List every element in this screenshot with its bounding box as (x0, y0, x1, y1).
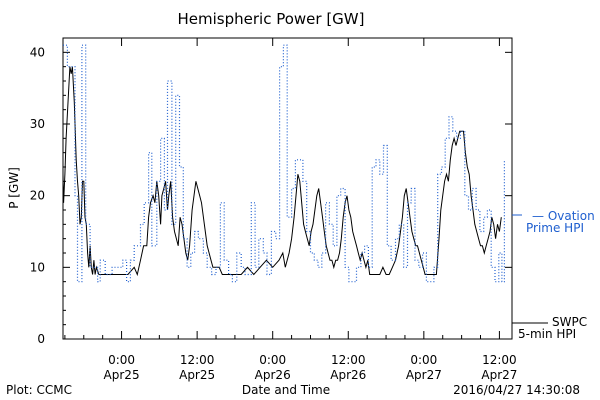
legend-ovation-line1: — Ovation (532, 209, 595, 223)
y-axis-label: P [GW] (7, 167, 21, 209)
y-tick-label: 40 (30, 45, 45, 59)
legend-swpc-line1: SWPC (552, 315, 587, 329)
y-tick-label: 20 (30, 189, 45, 203)
legend: — Ovation Prime HPI SWPC 5-min HPI (512, 209, 595, 341)
x-axis: 0:00Apr2512:00Apr250:00Apr2612:00Apr260:… (64, 38, 517, 382)
series-layer (62, 44, 505, 283)
x-tick-label-date: Apr27 (406, 368, 442, 382)
x-tick-label-date: Apr26 (255, 368, 291, 382)
series-swpc-5min-hpi (62, 66, 502, 277)
x-tick-label-date: Apr26 (330, 368, 366, 382)
x-tick-label-time: 0:00 (108, 353, 135, 367)
x-axis-label: Date and Time (242, 383, 330, 397)
y-tick-label: 0 (37, 332, 45, 346)
x-tick-label-date: Apr25 (179, 368, 215, 382)
y-tick-label: 10 (30, 260, 45, 274)
legend-swpc-line2: 5-min HPI (518, 327, 576, 341)
footer-left: Plot: CCMC (6, 383, 72, 397)
x-tick-label-time: 12:00 (482, 353, 517, 367)
y-axis: 0 10 20 30 40 (30, 37, 512, 346)
x-tick-label-date: Apr25 (104, 368, 140, 382)
x-tick-label-time: 12:00 (180, 353, 215, 367)
footer-right: 2016/04/27 14:30:08 (453, 383, 580, 397)
x-tick-label-date: Apr27 (481, 368, 517, 382)
x-tick-label-time: 0:00 (410, 353, 437, 367)
series-ovation-prime-hpi (63, 44, 505, 283)
legend-ovation-line2: Prime HPI (526, 221, 584, 235)
x-tick-label-time: 12:00 (331, 353, 366, 367)
y-tick-label: 30 (30, 117, 45, 131)
x-tick-label-time: 0:00 (259, 353, 286, 367)
chart-title: Hemispheric Power [GW] (178, 10, 365, 28)
